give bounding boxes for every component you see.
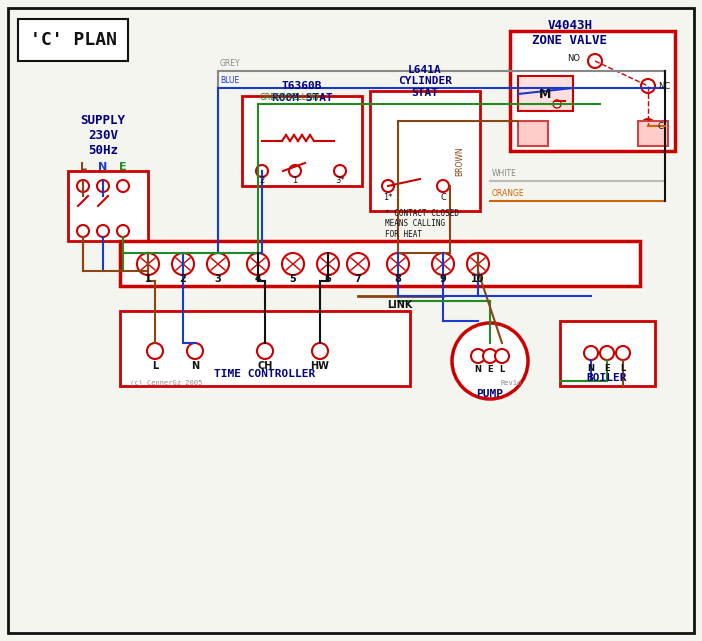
Circle shape: [347, 253, 369, 275]
Circle shape: [117, 225, 129, 237]
Text: 1*: 1*: [383, 192, 392, 201]
Circle shape: [452, 323, 528, 399]
Text: N: N: [588, 363, 595, 372]
Text: GREEN/YELLOW: GREEN/YELLOW: [260, 92, 320, 101]
Circle shape: [495, 349, 509, 363]
FancyBboxPatch shape: [560, 321, 655, 386]
Circle shape: [289, 165, 301, 177]
Text: E: E: [119, 162, 127, 172]
Text: 2: 2: [259, 176, 265, 185]
Text: LINK: LINK: [388, 300, 413, 310]
Text: Rev1d: Rev1d: [500, 380, 522, 386]
Text: N: N: [475, 365, 482, 374]
FancyBboxPatch shape: [518, 121, 548, 146]
FancyBboxPatch shape: [120, 311, 410, 386]
Circle shape: [256, 165, 268, 177]
Text: N: N: [191, 361, 199, 371]
FancyBboxPatch shape: [510, 31, 675, 151]
Circle shape: [207, 253, 229, 275]
Text: L: L: [79, 162, 86, 172]
Text: 5: 5: [290, 274, 296, 284]
Circle shape: [641, 79, 655, 93]
Circle shape: [387, 253, 409, 275]
Text: L641A
CYLINDER
STAT: L641A CYLINDER STAT: [398, 65, 452, 98]
Circle shape: [641, 119, 655, 133]
Text: ORANGE: ORANGE: [492, 189, 524, 198]
Text: BOILER: BOILER: [587, 373, 628, 383]
Circle shape: [471, 349, 485, 363]
Text: E: E: [487, 365, 493, 374]
Circle shape: [77, 225, 89, 237]
Text: N: N: [98, 162, 107, 172]
Circle shape: [257, 343, 273, 359]
Circle shape: [172, 253, 194, 275]
FancyBboxPatch shape: [68, 171, 148, 241]
Text: C: C: [658, 122, 664, 131]
Text: SUPPLY
230V
50Hz: SUPPLY 230V 50Hz: [81, 113, 126, 156]
Text: CH: CH: [258, 361, 272, 371]
Circle shape: [147, 343, 163, 359]
FancyBboxPatch shape: [518, 76, 573, 111]
Circle shape: [247, 253, 269, 275]
Circle shape: [483, 349, 497, 363]
Text: C: C: [440, 192, 446, 201]
Text: 8: 8: [395, 274, 402, 284]
Text: V4043H
ZONE VALVE: V4043H ZONE VALVE: [533, 19, 607, 47]
Circle shape: [317, 253, 339, 275]
Text: HW: HW: [310, 361, 329, 371]
Circle shape: [97, 225, 109, 237]
Text: 6: 6: [324, 274, 331, 284]
FancyBboxPatch shape: [638, 121, 668, 146]
FancyBboxPatch shape: [242, 96, 362, 186]
Text: 7: 7: [355, 274, 362, 284]
Circle shape: [584, 346, 598, 360]
Text: M: M: [539, 88, 551, 101]
Circle shape: [334, 165, 346, 177]
Circle shape: [616, 346, 630, 360]
Circle shape: [467, 253, 489, 275]
Text: 10: 10: [471, 274, 485, 284]
Text: T6360B
ROOM STAT: T6360B ROOM STAT: [272, 81, 332, 103]
Circle shape: [77, 180, 89, 192]
Text: 3*: 3*: [335, 176, 345, 185]
Circle shape: [97, 180, 109, 192]
Text: L: L: [152, 361, 158, 371]
FancyBboxPatch shape: [8, 8, 694, 633]
Text: 9: 9: [439, 274, 446, 284]
Text: * CONTACT CLOSED
MEANS CALLING
FOR HEAT: * CONTACT CLOSED MEANS CALLING FOR HEAT: [385, 209, 459, 239]
Circle shape: [382, 180, 394, 192]
Circle shape: [553, 100, 561, 108]
Text: 'C' PLAN: 'C' PLAN: [29, 31, 117, 49]
Circle shape: [600, 346, 614, 360]
Text: NC: NC: [658, 81, 670, 90]
Circle shape: [137, 253, 159, 275]
Text: BROWN: BROWN: [455, 146, 464, 176]
Text: 4: 4: [255, 274, 261, 284]
Text: NO: NO: [567, 53, 580, 63]
FancyBboxPatch shape: [370, 91, 480, 211]
Circle shape: [312, 343, 328, 359]
Circle shape: [437, 180, 449, 192]
Text: PUMP: PUMP: [477, 389, 503, 399]
Text: 3: 3: [215, 274, 221, 284]
Text: 2: 2: [180, 274, 186, 284]
FancyBboxPatch shape: [120, 241, 640, 286]
Text: L: L: [621, 363, 625, 372]
Text: 1: 1: [145, 274, 152, 284]
FancyBboxPatch shape: [18, 19, 128, 61]
Text: (c) CennerGz 2005: (c) CennerGz 2005: [130, 379, 202, 387]
Circle shape: [432, 253, 454, 275]
Circle shape: [282, 253, 304, 275]
Text: E: E: [604, 363, 610, 372]
Text: TIME CONTROLLER: TIME CONTROLLER: [214, 369, 316, 379]
Text: BLUE: BLUE: [220, 76, 239, 85]
Circle shape: [588, 54, 602, 68]
Text: WHITE: WHITE: [492, 169, 517, 178]
Text: GREY: GREY: [220, 59, 241, 68]
Circle shape: [117, 180, 129, 192]
Text: 1: 1: [292, 176, 298, 185]
Text: L: L: [499, 365, 505, 374]
Circle shape: [187, 343, 203, 359]
